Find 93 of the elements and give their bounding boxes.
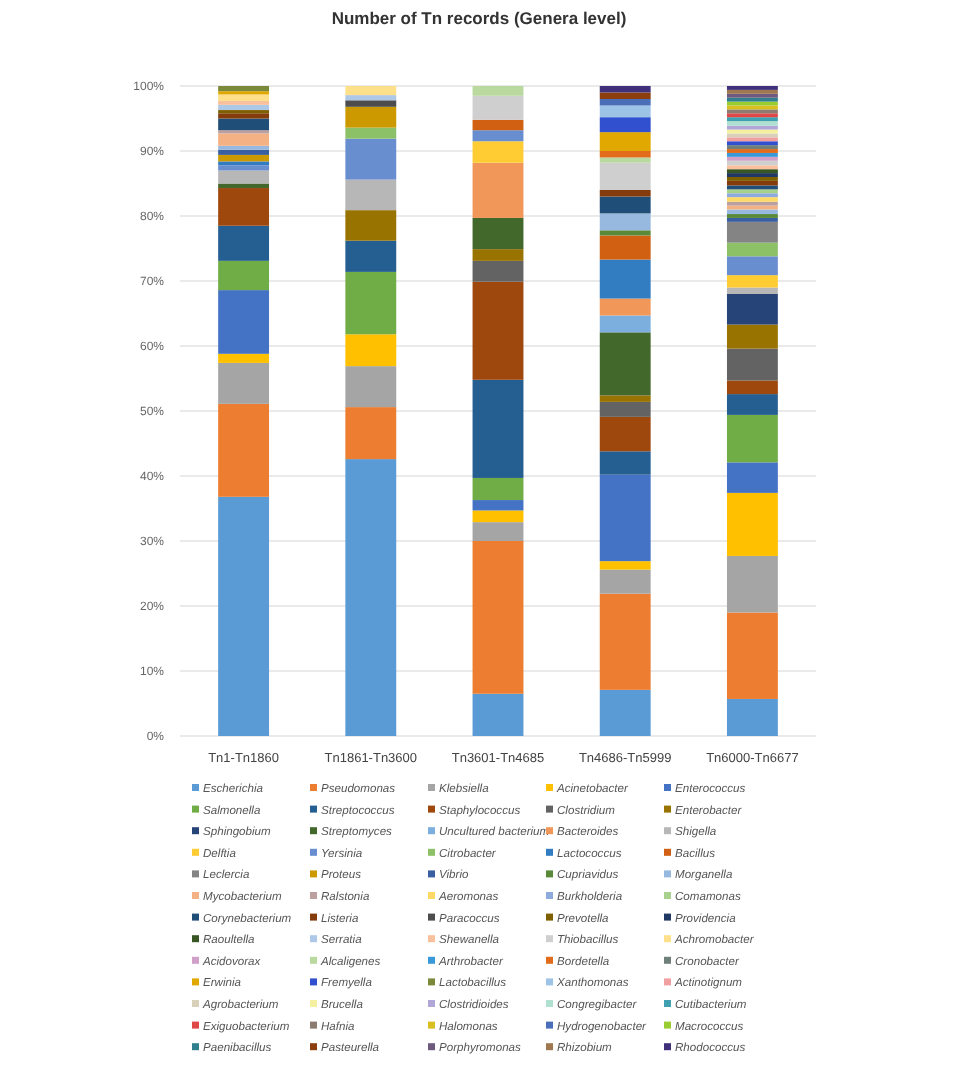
bar	[218, 104, 270, 111]
bar	[218, 118, 270, 131]
bar	[345, 138, 397, 180]
bar	[345, 86, 397, 96]
bar	[218, 133, 270, 146]
bar	[472, 217, 524, 250]
bar	[726, 294, 778, 325]
bar	[345, 334, 397, 367]
bar	[218, 260, 270, 291]
bar	[345, 459, 397, 736]
bar	[726, 414, 778, 463]
bar	[218, 188, 270, 226]
bar	[599, 474, 651, 562]
bar	[599, 332, 651, 396]
bar	[345, 210, 397, 241]
bar	[218, 496, 270, 736]
bar	[599, 689, 651, 736]
bar	[345, 240, 397, 272]
bar	[345, 271, 397, 335]
bar	[345, 100, 397, 107]
bar	[599, 235, 651, 260]
bar	[599, 86, 651, 93]
bar	[472, 693, 524, 736]
bar	[599, 196, 651, 214]
bar	[345, 106, 397, 128]
bar	[218, 170, 270, 184]
bar	[599, 298, 651, 316]
bar	[726, 612, 778, 699]
bar	[599, 451, 651, 475]
bar	[726, 380, 778, 395]
bar	[599, 561, 651, 570]
bar	[599, 162, 651, 190]
bar	[726, 462, 778, 493]
bar	[726, 324, 778, 349]
bar	[726, 555, 778, 613]
bar	[472, 541, 524, 694]
bar	[726, 256, 778, 276]
bar	[599, 92, 651, 99]
bar	[472, 477, 524, 501]
chart-title: Number of Tn records (Genera level)	[331, 8, 627, 28]
bar	[599, 117, 651, 133]
bar	[599, 151, 651, 158]
bar	[345, 127, 397, 139]
bar	[599, 190, 651, 197]
bar	[218, 165, 270, 171]
bar	[599, 99, 651, 106]
bar	[599, 230, 651, 236]
bar	[726, 242, 778, 257]
bar	[599, 395, 651, 402]
bar	[345, 179, 397, 211]
bar	[599, 315, 651, 333]
bar	[472, 95, 524, 120]
bar	[599, 259, 651, 299]
bar	[726, 394, 778, 415]
bar	[472, 260, 524, 282]
bar	[599, 593, 651, 690]
bar	[472, 510, 524, 523]
bar	[218, 290, 270, 354]
bar	[472, 379, 524, 478]
bar	[472, 522, 524, 541]
bar	[218, 353, 270, 363]
bar	[218, 149, 270, 155]
bar	[726, 698, 778, 736]
bar	[218, 225, 270, 261]
bar	[218, 154, 270, 162]
bar	[599, 132, 651, 151]
bar	[218, 86, 270, 92]
bar	[599, 213, 651, 231]
bar	[218, 362, 270, 404]
bar	[726, 492, 778, 556]
bar	[472, 86, 524, 96]
bar	[726, 275, 778, 288]
bar	[726, 287, 778, 294]
bar	[599, 416, 651, 452]
bar	[472, 249, 524, 261]
bar	[345, 366, 397, 408]
bar	[218, 94, 270, 101]
bar	[218, 403, 270, 497]
bar	[599, 157, 651, 163]
bar	[472, 119, 524, 131]
bar	[472, 130, 524, 142]
bar	[599, 401, 651, 417]
bar	[599, 569, 651, 594]
bar	[472, 141, 524, 163]
bar	[345, 95, 397, 101]
bar	[726, 221, 778, 243]
bar	[218, 113, 270, 119]
bar	[472, 500, 524, 511]
bar	[345, 407, 397, 460]
bar	[599, 105, 651, 118]
bar	[472, 162, 524, 218]
bar	[726, 348, 778, 381]
bar	[472, 281, 524, 380]
